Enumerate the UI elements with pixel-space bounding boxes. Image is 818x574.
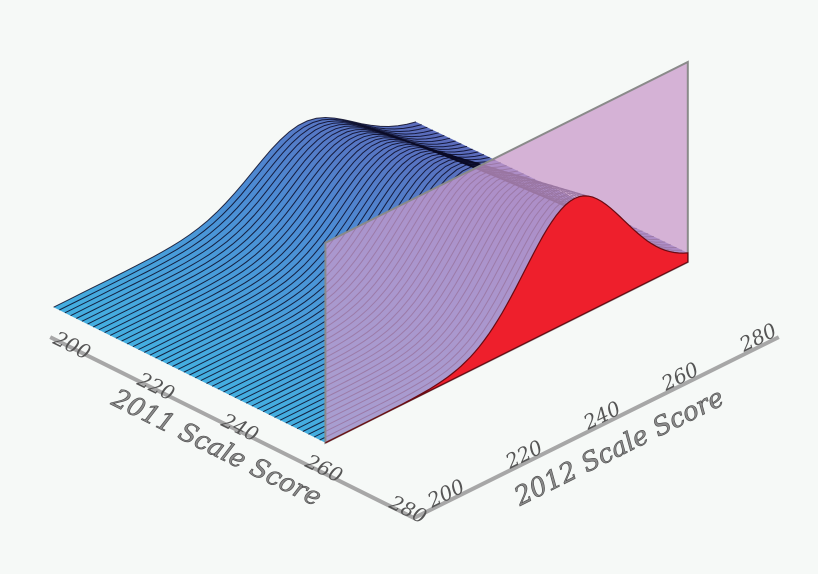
slice-layer [324,60,689,445]
mesh-line [64,120,428,314]
y-tick-label: 280 [735,318,781,357]
mesh-line [53,116,417,308]
x-axis-line [49,335,780,521]
y-tick-label: 240 [579,396,625,435]
y-tick-label: 220 [501,435,547,474]
axes [49,335,780,521]
x-tick-label: 200 [49,326,95,365]
mesh-line [149,145,513,356]
slice-density-curve [325,195,689,444]
x-tick-label: 280 [385,490,431,529]
mesh-line [155,146,518,359]
mesh-line [59,118,422,311]
y-tick-label: 260 [657,357,703,396]
